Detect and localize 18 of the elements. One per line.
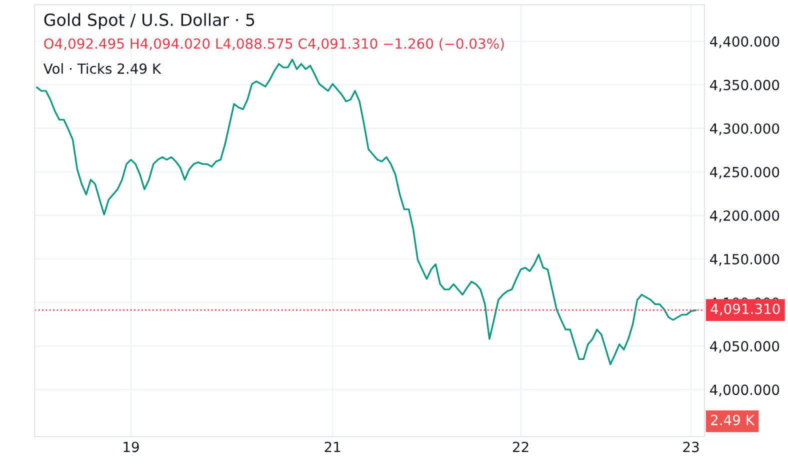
x-tick-label: 22 (512, 442, 528, 452)
line-series (36, 58, 696, 366)
text: O4,092.495 H4,094.020 L4,088.575 C4,091.310 −1.260 (−0.03%) (44, 38, 504, 51)
x-tick-label: 19 (124, 442, 139, 452)
x-tick-label: 21 (324, 442, 340, 452)
y-tick-label: 4,250.000 (710, 166, 780, 179)
y-tick-label: 4,200.000 (710, 210, 780, 222)
y-tick-label: 4,050.000 (710, 341, 780, 353)
y-tick-label: 4,400.000 (710, 36, 780, 48)
chart-title: Gold Spot / U.S. Dollar · 5 (44, 13, 254, 30)
annotation: Vol · Ticks 2.49 K (43, 63, 162, 74)
x-tick-label: 23 (683, 442, 699, 452)
ref-line-label: 4,091.310 (710, 304, 780, 316)
y-tick-label: 4,350.000 (710, 80, 780, 92)
y-tick-label: 4,300.000 (710, 123, 780, 136)
text: 2.49 K (711, 414, 755, 426)
y-tick-label: 4,150.000 (710, 254, 780, 266)
y-tick-label: 4,000.000 (710, 384, 780, 396)
